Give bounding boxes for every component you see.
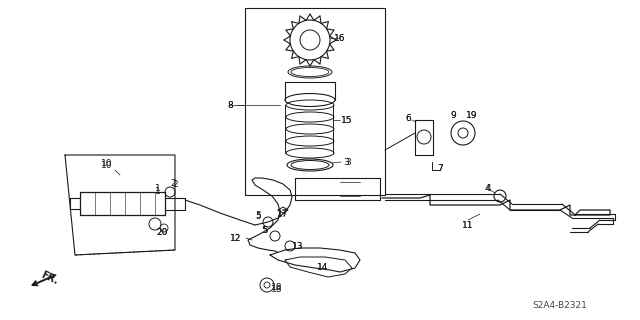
Text: 5: 5	[255, 212, 261, 220]
Text: 12: 12	[230, 234, 242, 243]
Text: 8: 8	[227, 100, 233, 109]
Text: 20: 20	[156, 228, 168, 236]
Text: 12: 12	[230, 234, 242, 243]
Text: S2A4-B2321: S2A4-B2321	[532, 300, 588, 309]
Text: 1: 1	[155, 183, 161, 193]
Text: 2: 2	[172, 180, 178, 188]
Text: 15: 15	[341, 116, 353, 124]
Text: 7: 7	[437, 164, 443, 172]
Text: 8: 8	[227, 100, 233, 109]
Text: 5: 5	[255, 211, 261, 220]
Text: 5: 5	[262, 226, 268, 235]
Text: 18: 18	[271, 284, 283, 292]
Text: 16: 16	[334, 34, 346, 43]
Text: 20: 20	[156, 228, 168, 236]
Text: 11: 11	[462, 220, 474, 229]
Text: 15: 15	[341, 116, 353, 124]
Text: 5: 5	[261, 226, 267, 235]
Text: 14: 14	[317, 263, 329, 273]
Text: 6: 6	[405, 114, 411, 123]
Text: 11: 11	[462, 220, 474, 229]
Text: 19: 19	[467, 110, 477, 119]
Text: 4: 4	[485, 183, 491, 193]
Bar	[245, 8, 385, 195]
Text: 10: 10	[101, 158, 113, 167]
Text: 2: 2	[170, 179, 176, 188]
Text: 19: 19	[467, 110, 477, 119]
Text: 3: 3	[345, 157, 351, 166]
Text: 3: 3	[343, 157, 349, 166]
Text: 13: 13	[292, 242, 304, 251]
Text: 7: 7	[437, 164, 443, 172]
Text: FR.: FR.	[40, 270, 60, 286]
Text: 16: 16	[334, 34, 346, 43]
Text: 14: 14	[317, 263, 329, 273]
Text: 10: 10	[101, 161, 113, 170]
Text: 18: 18	[271, 284, 283, 293]
Text: 9: 9	[450, 110, 456, 119]
Text: 17: 17	[277, 209, 289, 218]
Text: 4: 4	[484, 183, 490, 193]
Text: 13: 13	[292, 242, 304, 251]
Text: 1: 1	[155, 187, 161, 196]
Text: 6: 6	[405, 114, 411, 123]
Text: 9: 9	[450, 110, 456, 119]
Text: 17: 17	[277, 210, 289, 219]
